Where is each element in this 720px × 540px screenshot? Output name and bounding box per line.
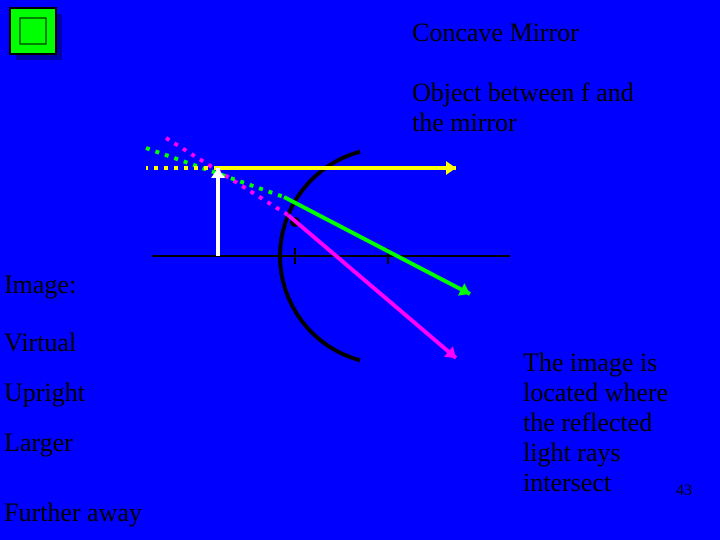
- slide-subtitle: Object between f and the mirror: [412, 78, 634, 138]
- property-further: Further away: [4, 498, 142, 528]
- slide-title: Concave Mirror: [412, 18, 579, 48]
- property-larger: Larger: [4, 428, 73, 458]
- caption: The image is located where the reflected…: [523, 348, 668, 497]
- property-upright: Upright: [4, 378, 85, 408]
- property-virtual: Virtual: [4, 328, 76, 358]
- page-number: 43: [676, 482, 692, 500]
- image-heading: Image:: [4, 270, 76, 300]
- slide: Concave Mirror Object between f and the …: [0, 0, 720, 540]
